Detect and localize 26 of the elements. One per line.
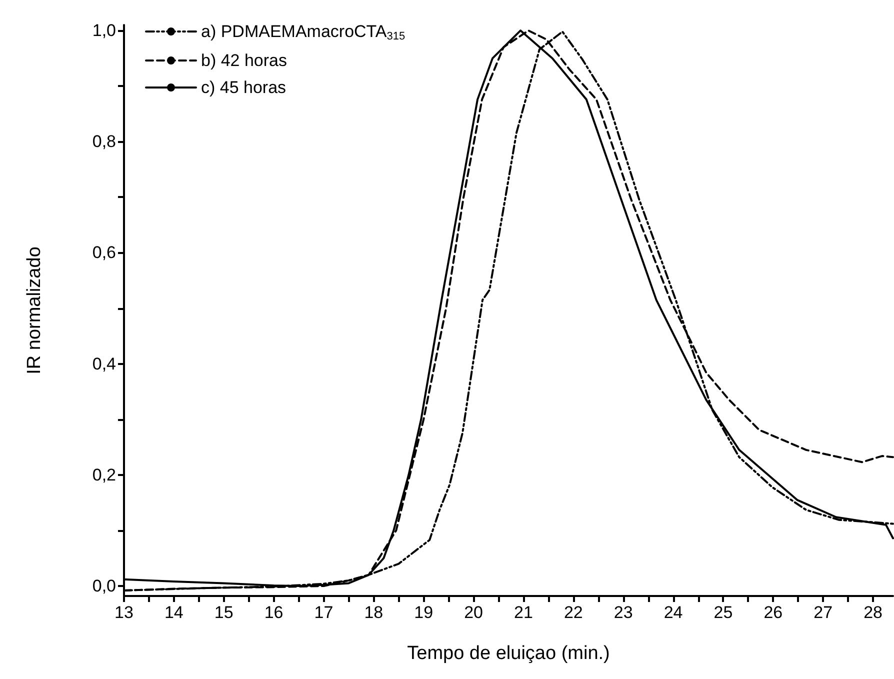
x-tick-label: 14 <box>164 603 184 622</box>
x-axis-title: Tempo de eluiçao (min.) <box>407 643 610 664</box>
y-tick-label: 1,0 <box>92 21 116 40</box>
x-tick-label: 25 <box>714 603 733 622</box>
x-tick-label: 18 <box>364 603 384 622</box>
x-tick-label: 17 <box>314 603 334 622</box>
x-tick-label: 16 <box>264 603 284 622</box>
x-tick-label: 21 <box>514 603 533 622</box>
x-tick-label: 26 <box>764 603 783 622</box>
legend-label: b) 42 horas <box>201 51 287 70</box>
y-tick-label: 0,8 <box>92 132 116 152</box>
x-tick-label: 20 <box>464 603 484 622</box>
legend-label: c) 45 horas <box>201 78 286 97</box>
x-tick-label: 19 <box>414 603 434 622</box>
x-tick-label: 13 <box>114 603 134 622</box>
x-tick-label: 15 <box>214 603 234 622</box>
y-axis-title: IR normalizado <box>24 246 45 374</box>
x-tick-label: 23 <box>614 603 633 622</box>
x-tick-label: 24 <box>664 603 683 622</box>
x-tick-label: 28 <box>864 603 882 622</box>
y-tick-label: 0,2 <box>92 465 116 484</box>
y-tick-label: 0,0 <box>92 576 116 596</box>
x-tick-label: 22 <box>564 603 583 622</box>
y-tick-label: 0,4 <box>92 354 116 374</box>
x-tick-label: 27 <box>814 603 833 622</box>
y-tick-label: 0,6 <box>92 243 116 262</box>
